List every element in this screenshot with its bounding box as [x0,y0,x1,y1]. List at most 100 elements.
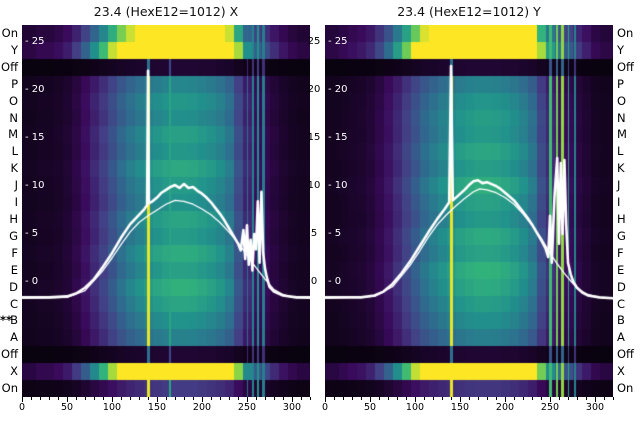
row-marker: ** [0,313,13,328]
x-minor-tick [604,397,605,400]
row-label: M [8,127,18,142]
y-tick-label: 10 [307,180,321,191]
x-minor-tick [514,397,515,400]
x-tick-label: 300 [282,402,302,413]
x-minor-tick [379,397,380,400]
x-major-tick [112,397,113,402]
x-minor-tick [193,397,194,400]
x-tick-label: 100 [405,402,425,413]
x-minor-tick [361,397,362,400]
x-minor-tick [130,397,131,400]
row-label: O [8,93,18,108]
x-minor-tick [586,397,587,400]
x-tick-label: 200 [192,402,212,413]
row-label: Y [617,42,625,57]
plot-y-title: 23.4 (HexE12=1012) Y [397,4,541,19]
x-major-tick [415,397,416,402]
row-label: H [9,211,18,226]
row-label: Y [10,42,18,57]
x-major-tick [22,397,23,402]
row-label: K [10,161,18,176]
x-minor-tick [121,397,122,400]
x-tick-label: 0 [321,402,329,413]
row-label: X [10,364,18,379]
x-major-tick [505,397,506,402]
row-label: G [9,228,18,243]
x-minor-tick [613,397,614,400]
row-label: Off [1,347,18,362]
row-label: J [617,178,621,193]
x-tick-label: 50 [60,402,74,413]
x-tick-label: 200 [495,402,515,413]
x-minor-tick [442,397,443,400]
x-minor-tick [310,397,311,400]
row-label: L [11,144,18,159]
x-tick-label: 300 [585,402,605,413]
x-minor-tick [577,397,578,400]
y-tick-label-inner: - 25 [328,36,348,47]
row-label: X [617,364,625,379]
row-label: On [1,25,18,40]
x-minor-tick [433,397,434,400]
x-minor-tick [49,397,50,400]
x-major-tick [325,397,326,402]
row-label: On [617,25,634,40]
x-tick-label: 250 [237,402,257,413]
row-label: On [617,381,634,396]
row-label: Off [617,347,634,362]
row-label: G [617,228,626,243]
x-minor-tick [352,397,353,400]
x-major-tick [202,397,203,402]
x-minor-tick [343,397,344,400]
row-label: L [617,144,624,159]
x-major-tick [292,397,293,402]
y-tick-label: 5 [310,228,318,239]
x-minor-tick [559,397,560,400]
row-label: P [11,76,18,91]
x-minor-tick [451,397,452,400]
y-tick-label-inner: - 10 [328,180,348,191]
x-tick-label: 100 [102,402,122,413]
y-tick-label: 15 [307,132,321,143]
plot-x-title: 23.4 (HexE12=1012) X [93,4,239,19]
x-minor-tick [85,397,86,400]
x-minor-tick [238,397,239,400]
row-label: J [14,178,18,193]
y-tick-label-inner: - 25 [25,36,45,47]
row-label: Off [1,59,18,74]
x-major-tick [247,397,248,402]
x-minor-tick [184,397,185,400]
row-label: D [9,279,18,294]
x-minor-tick [496,397,497,400]
x-minor-tick [166,397,167,400]
row-label: I [14,195,18,210]
x-major-tick [595,397,596,402]
y-tick-label-inner: - 10 [25,180,45,191]
x-minor-tick [478,397,479,400]
x-minor-tick [388,397,389,400]
x-major-tick [157,397,158,402]
x-tick-label: 150 [147,402,167,413]
row-label: O [617,93,627,108]
plot-y-heatmap-canvas [325,25,613,397]
row-label: H [617,211,626,226]
x-minor-tick [406,397,407,400]
x-minor-tick [76,397,77,400]
row-label: N [617,110,626,125]
y-tick-label-inner: - 20 [328,84,348,95]
x-minor-tick [211,397,212,400]
x-minor-tick [229,397,230,400]
y-tick-label-inner: - 20 [25,84,45,95]
row-label: C [9,296,18,311]
y-tick-label-inner: - 0 [25,276,39,287]
x-tick-label: 150 [450,402,470,413]
row-label: B [10,313,18,328]
x-minor-tick [301,397,302,400]
row-label: Off [617,59,634,74]
x-minor-tick [139,397,140,400]
row-label: B [617,313,625,328]
x-minor-tick [523,397,524,400]
x-minor-tick [103,397,104,400]
x-tick-label: 0 [18,402,26,413]
